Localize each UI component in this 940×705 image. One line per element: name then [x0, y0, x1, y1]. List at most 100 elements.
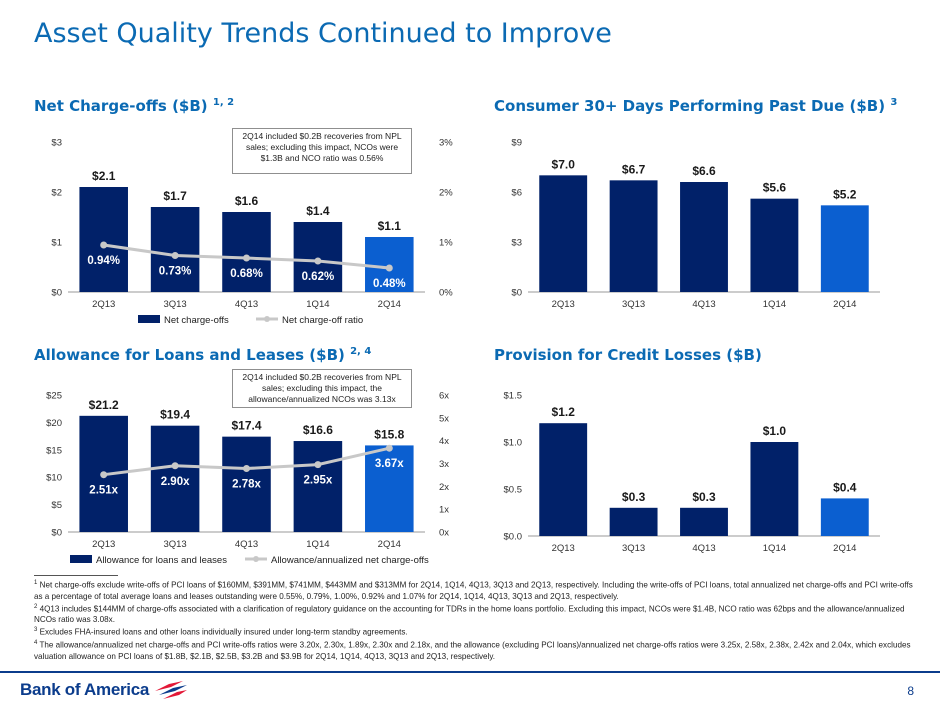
legend-line-marker [264, 316, 270, 322]
ratio-point [100, 241, 108, 249]
nco-section-title: Net Charge-offs ($B) 1, 2 [34, 97, 234, 115]
y-tick-label: $0.0 [504, 532, 523, 543]
bar [609, 180, 658, 292]
ratio-point [243, 465, 250, 473]
page-title: Asset Quality Trends Continued to Improv… [34, 18, 612, 49]
nco-section-title-footnote: 1, 2 [212, 97, 235, 108]
footnote-1-text: Net charge-offs exclude write-offs of PC… [34, 580, 913, 601]
legend-line-marker [253, 556, 259, 562]
x-tick-label: 1Q14 [763, 299, 786, 310]
allowance-note-callout: 2Q14 included $0.2B recoveries from NPL … [232, 369, 412, 408]
x-tick-label: 2Q13 [552, 543, 575, 554]
bank-of-america-logo: Bank of America [20, 680, 188, 700]
page-number: 8 [907, 684, 914, 698]
bar [750, 442, 799, 536]
bar [680, 182, 728, 292]
x-tick-label: 2Q13 [552, 299, 575, 310]
footnotes: 1 Net charge-offs exclude write-offs of … [34, 578, 914, 662]
y-tick-label: $9 [511, 138, 522, 149]
bar-value-label: $6.6 [692, 164, 716, 178]
x-tick-label: 2Q14 [378, 539, 401, 550]
legend-label: Allowance for loans and leases [96, 555, 227, 566]
bar-value-label: $1.7 [163, 189, 187, 203]
y-tick-label: $1 [51, 238, 62, 249]
x-tick-label: 2Q14 [833, 543, 856, 554]
x-tick-label: 2Q13 [92, 299, 115, 310]
footnote-1-number: 1 [34, 580, 38, 586]
footnote-4-text: The allowance/annualized net charge-offs… [34, 640, 911, 661]
allowance-section-title: Allowance for Loans and Leases ($B) 2, 4 [34, 346, 371, 364]
bar-value-label: $0.3 [622, 490, 646, 504]
ratio-point [385, 264, 393, 272]
bar-value-label: $7.0 [552, 157, 576, 171]
x-tick-label: 2Q13 [92, 539, 115, 550]
y-tick-label: $0 [511, 288, 522, 299]
bar-value-label: $1.4 [306, 204, 330, 218]
bar [820, 205, 869, 292]
x-tick-label: 2Q14 [378, 299, 401, 310]
y2-tick-label: 1x [439, 505, 449, 516]
y-tick-label: $3 [51, 138, 62, 149]
legend-label: Allowance/annualized net charge-offs [271, 555, 429, 566]
y2-tick-label: 6x [439, 391, 449, 402]
bar-value-label: $17.4 [231, 419, 261, 433]
ratio-value-label: 0.48% [373, 278, 406, 290]
legend-label: Net charge-offs [164, 315, 229, 326]
y2-tick-label: 2x [439, 482, 449, 493]
provision-chart: $0.0 $0.5 $1.0 $1.5 $1.2 2Q13 $0.3 3Q13 $0.3 4Q13… [504, 391, 880, 554]
bar [539, 423, 588, 536]
y2-tick-label: 1% [439, 238, 453, 249]
bar [150, 207, 200, 292]
footnote-2: 2 4Q13 includes $144MM of charge-offs as… [34, 602, 914, 626]
bar-value-label: $1.2 [552, 405, 576, 419]
footnote-2-text: 4Q13 includes $144MM of charge-offs asso… [34, 604, 905, 625]
footnote-3-text: Excludes FHA-insured loans and other loa… [39, 628, 408, 638]
allowance-section-title-footnote: 2, 4 [350, 346, 372, 357]
bar-value-label: $2.1 [92, 169, 116, 183]
bar-value-label: $5.6 [763, 181, 787, 195]
bar [539, 175, 588, 292]
y-tick-label: $1.5 [504, 391, 523, 402]
ratio-value-label: 0.94% [87, 255, 120, 267]
ratio-value-label: 0.62% [302, 271, 335, 283]
provision-section-title: Provision for Credit Losses ($B) [494, 346, 762, 364]
bar [293, 222, 343, 292]
ratio-value-label: 2.78x [232, 479, 261, 491]
flag-icon [155, 681, 188, 699]
ratio-point [385, 444, 393, 452]
bar-value-label: $21.2 [89, 398, 119, 412]
x-tick-label: 3Q13 [163, 299, 186, 310]
bar [79, 187, 128, 292]
x-tick-label: 1Q14 [306, 539, 329, 550]
y2-tick-label: 5x [439, 413, 449, 424]
x-tick-label: 2Q14 [833, 299, 856, 310]
bar [365, 445, 414, 532]
bar-value-label: $0.4 [833, 480, 857, 494]
legend-label: Net charge-off ratio [282, 315, 363, 326]
bar [222, 212, 271, 292]
x-tick-label: 4Q13 [235, 299, 258, 310]
bar-value-label: $15.8 [374, 427, 404, 441]
y-tick-label: $20 [46, 418, 62, 429]
ratio-value-label: 2.51x [89, 485, 118, 497]
nco-section-title-text: Net Charge-offs ($B) [34, 97, 208, 115]
ratio-value-label: 2.95x [304, 475, 333, 487]
bar-value-label: $0.3 [692, 490, 716, 504]
ratio-point [243, 254, 250, 262]
bar [150, 425, 200, 532]
x-tick-label: 1Q14 [763, 543, 786, 554]
x-tick-label: 3Q13 [622, 299, 645, 310]
y2-tick-label: 0x [439, 528, 449, 539]
bar-value-label: $1.6 [235, 194, 259, 208]
y-tick-label: $0 [51, 288, 62, 299]
x-tick-label: 4Q13 [692, 543, 715, 554]
provision-section-title-text: Provision for Credit Losses ($B) [494, 346, 762, 364]
y-tick-label: $6 [511, 188, 522, 199]
y2-tick-label: 2% [439, 188, 453, 199]
bar [293, 441, 343, 532]
footnote-2-number: 2 [34, 603, 38, 610]
y2-tick-label: 3x [439, 459, 449, 470]
y-tick-label: $2 [51, 188, 62, 199]
ratio-point [314, 257, 322, 265]
bar-value-label: $5.2 [833, 187, 857, 201]
